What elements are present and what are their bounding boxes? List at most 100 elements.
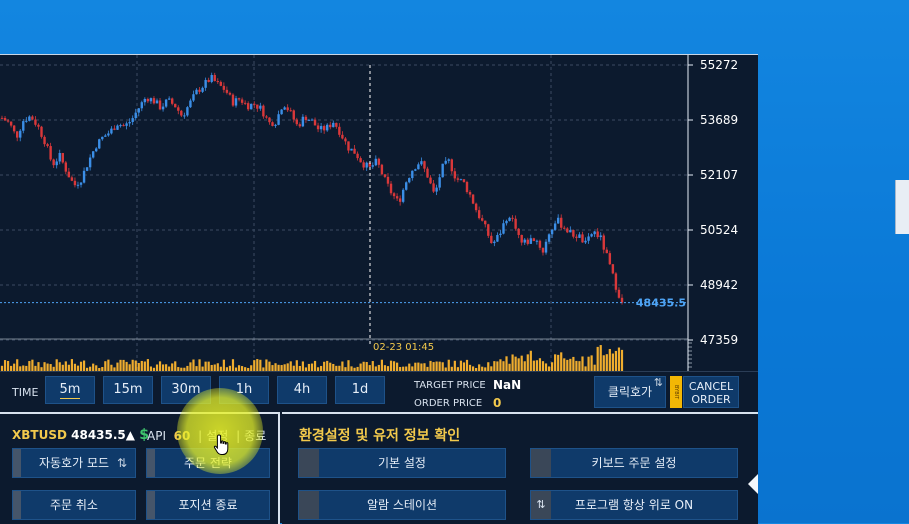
ticker-price: 48435.5 [71, 428, 126, 442]
candle-body [143, 98, 147, 103]
candle-body [538, 240, 542, 248]
volume-bar [76, 365, 80, 371]
candle-body [602, 235, 605, 250]
candle-body [541, 247, 545, 253]
volume-bar [569, 358, 572, 371]
candle-body [49, 146, 52, 160]
alarm-station-button[interactable]: 알람 스테이션 [298, 490, 506, 520]
candle-body [447, 159, 450, 161]
expand-arrow-icon[interactable] [748, 474, 758, 494]
volume-bar [70, 359, 74, 371]
button-stripe [13, 449, 21, 477]
volume-bar [520, 355, 523, 371]
volume-bar [453, 360, 456, 371]
volume-bar [237, 365, 241, 371]
always-on-top-button[interactable]: ⇅ 프로그램 항상 위로 ON [530, 490, 738, 520]
volume-bar [326, 360, 329, 371]
candle-body [408, 178, 411, 183]
volume-bar [49, 364, 52, 371]
volume-bar [529, 350, 532, 371]
volume-bar [155, 364, 159, 371]
candle-body [368, 162, 371, 167]
volume-bar [575, 360, 578, 371]
volume-bar [444, 367, 447, 371]
candle-body [578, 234, 581, 238]
candle-body [3, 117, 7, 121]
candle-body [313, 119, 317, 126]
volume-bar [19, 366, 22, 371]
candle-body [356, 153, 359, 159]
order-strategy-button[interactable]: 주문 전략 [146, 448, 270, 478]
close-position-button[interactable]: 포지션 종료 [146, 490, 270, 520]
timeframe-4h-button[interactable]: 4h [277, 376, 327, 404]
basic-settings-button[interactable]: 기본 설정 [298, 448, 506, 478]
timeframe-30m-button[interactable]: 30m [161, 376, 211, 404]
settings-link[interactable]: 설정 [206, 429, 229, 443]
volume-bar [426, 366, 429, 371]
cancel-order-button[interactable]: CANCEL ORDER [683, 376, 739, 408]
button-stripe [13, 491, 21, 519]
candle-body [0, 117, 4, 119]
candle-body [237, 98, 241, 100]
volume-bar [432, 362, 435, 371]
candle-body [535, 240, 539, 242]
volume-bar [359, 363, 362, 371]
volume-bar [52, 366, 55, 371]
volume-bar [125, 361, 128, 371]
keyboard-order-settings-button[interactable]: 키보드 주문 설정 [530, 448, 738, 478]
candle-body [280, 109, 283, 115]
timeframe-5m-button[interactable]: 5m [45, 376, 95, 404]
cancel-orders-button[interactable]: 주문 취소 [12, 490, 136, 520]
volume-bar [271, 365, 274, 371]
auto-quote-mode-button[interactable]: 자동호가 모드 ⇅ [12, 448, 136, 478]
candle-body [411, 170, 414, 179]
candle-body [170, 98, 174, 104]
volume-bar [535, 360, 539, 371]
volume-bar [3, 360, 7, 371]
candle-body [161, 106, 165, 110]
volume-bar [177, 367, 180, 371]
volume-bar [292, 365, 295, 371]
volume-bar [277, 364, 280, 371]
volume-bar [620, 349, 624, 371]
candle-body [134, 112, 137, 119]
candle-body [520, 234, 523, 243]
volume-bar [222, 359, 225, 371]
exchange-tab[interactable]: BYBIT [670, 376, 682, 408]
exit-link[interactable]: 종료 [244, 429, 267, 443]
volume-bar [37, 362, 40, 371]
volume-bar [64, 361, 67, 371]
volume-bar [502, 361, 505, 371]
volume-bar [335, 365, 338, 371]
timeframe-1h-button[interactable]: 1h [219, 376, 269, 404]
candle-body [477, 210, 481, 219]
volume-bar [307, 363, 311, 371]
candle-body [484, 220, 487, 225]
volume-bar [89, 366, 92, 371]
settings-panel: 환경설정 및 유저 정보 확인 기본 설정 키보드 주문 설정 알람 스테이션 … [282, 412, 758, 524]
volume-bar [447, 359, 450, 371]
volume-bar [353, 367, 356, 371]
click-quote-button[interactable]: 클릭호가 ⇅ [594, 376, 666, 408]
volume-bar [508, 363, 511, 371]
candle-body [444, 160, 447, 164]
timeframe-1d-button[interactable]: 1d [335, 376, 385, 404]
volume-bar [386, 366, 390, 371]
candle-body [22, 121, 25, 131]
candle-body [259, 105, 262, 109]
volume-bar [329, 362, 332, 371]
candle-body [556, 217, 560, 224]
button-stripe [299, 491, 319, 519]
candle-body [76, 184, 80, 186]
volume-bar [283, 364, 286, 371]
volume-bar [590, 355, 593, 371]
price-chart[interactable]: 48435.5 02-23 01:45 55272 53689 52107 50524 4… [0, 55, 758, 371]
candle-body [405, 182, 408, 190]
candle-body [158, 100, 162, 110]
timeframe-15m-button[interactable]: 15m [103, 376, 153, 404]
volume-bar [438, 361, 441, 371]
price-tick-label: 55272 [700, 58, 738, 72]
candle-body [119, 125, 122, 127]
candle-body [155, 100, 159, 104]
volume-bar [140, 360, 143, 371]
